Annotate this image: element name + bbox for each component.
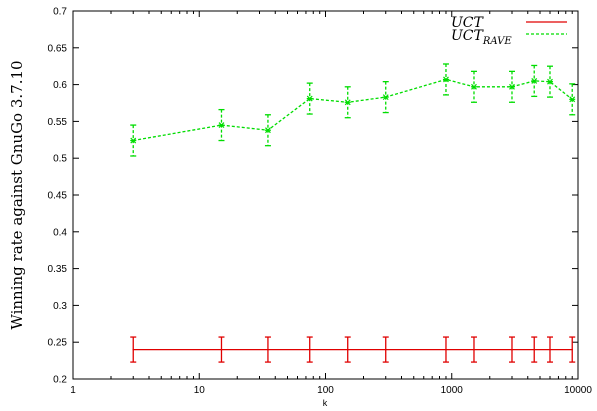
data-point [531,77,538,84]
x-tick-label: 10000 [564,385,592,396]
axis-ticks: 0.2 0.25 0.3 0.35 0.4 0.45 0.5 0.55 0.6 0.65 0.7 1 1… [48,7,593,397]
x-tick-label: 10 [194,385,206,396]
y-tick-label: 0.45 [48,191,68,202]
series-layer [130,63,576,363]
data-point [220,348,223,351]
series-line [133,78,573,142]
data-point [308,348,311,351]
legend-entry-uct-rave: UCTRAVE [451,28,567,47]
data-point [445,348,447,351]
data-point [264,127,271,134]
data-point [218,122,225,129]
data-point [384,348,387,351]
data-point [382,94,389,101]
data-point [306,95,313,102]
data-point [130,137,137,144]
x-tick-label: 1000 [441,385,464,396]
data-point [549,348,551,351]
data-point [344,99,351,106]
x-tick-label: 100 [317,385,334,396]
y-tick-label: 0.5 [53,154,67,165]
y-tick-label: 0.2 [53,375,67,386]
series-uct-rave [130,63,576,157]
y-tick-label: 0.6 [53,80,67,91]
y-tick-label: 0.4 [53,227,67,238]
data-point [508,83,515,90]
data-point [346,348,349,351]
plot-frame [72,10,579,380]
y-tick-label: 0.55 [48,117,68,128]
data-point [470,83,477,90]
x-axis-title: k [323,398,328,408]
data-point [267,348,269,351]
y-tick-label: 0.65 [48,43,68,54]
data-point [473,348,475,351]
y-tick-label: 0.25 [48,338,68,349]
series-uct [130,336,576,363]
x-tick-label: 1 [70,385,76,396]
legend: UCT UCTRAVE [451,15,567,47]
legend-label-uct-rave-subscript: RAVE [482,36,512,47]
data-point [569,96,576,103]
data-point [132,348,135,351]
legend-label-uct-rave: UCTRAVE [451,28,512,47]
y-tick-label: 0.35 [48,264,68,275]
data-point [533,348,536,351]
data-point [546,78,553,85]
y-axis-title: Winning rate against GnuGo 3.7.10 [8,60,26,329]
data-point [442,76,449,83]
data-point [511,348,513,351]
y-tick-label: 0.3 [53,301,67,312]
legend-label-uct: UCT [451,15,485,31]
data-point [571,348,574,351]
y-tick-label: 0.7 [53,7,67,18]
legend-entry-uct: UCT [451,15,567,31]
